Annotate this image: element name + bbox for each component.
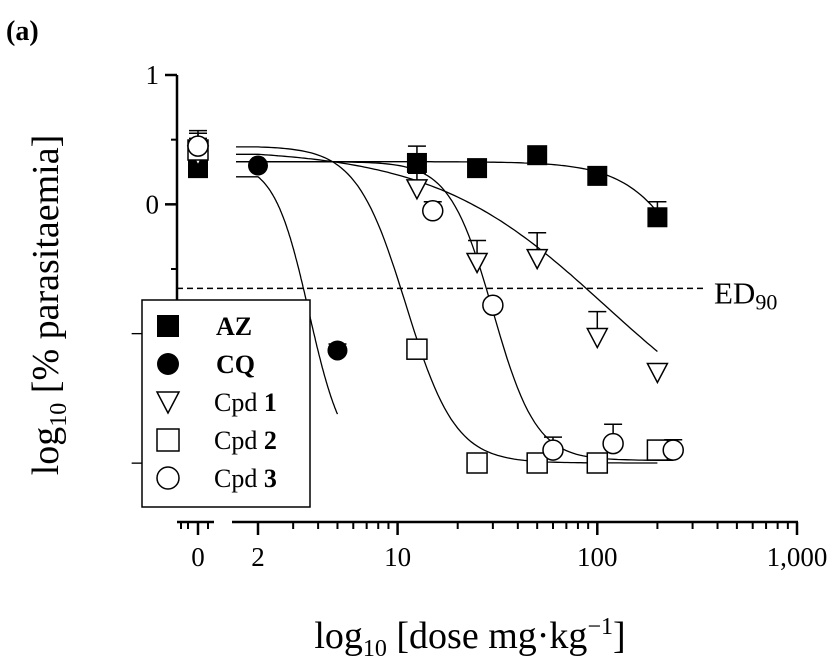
point-cpd-3 — [187, 135, 209, 157]
point-cpd-3 — [422, 200, 444, 222]
x-tick-label: 0 — [191, 542, 205, 572]
panel-label: (a) — [6, 16, 39, 47]
point-az — [587, 165, 608, 186]
x-tick-label: 10 — [384, 542, 411, 572]
x-axis-title-main: log — [314, 615, 363, 657]
legend-label-cpd-3: Cpd 3 — [214, 464, 277, 493]
x-tick-label: 100 — [577, 542, 618, 572]
legend-label-bold: CQ — [216, 350, 255, 379]
point-cpd-1 — [465, 252, 489, 275]
legend-marker-az — [157, 315, 179, 337]
point-cpd-1 — [646, 362, 669, 385]
reference-line-group: ED90 — [177, 275, 777, 314]
point-cpd-1 — [405, 179, 429, 201]
ed90-label: ED90 — [714, 275, 777, 314]
legend-label-cq: CQ — [216, 350, 255, 379]
fit-curve-cpd-1 — [236, 153, 658, 352]
y-axis-title-sub: 10 — [46, 403, 72, 427]
legend-label-cpd-2: Cpd 2 — [214, 426, 277, 455]
y-axis-title: log10 [% parasitaemia] — [25, 135, 72, 476]
point-cpd-3 — [602, 432, 624, 455]
legend-label-bold: 3 — [264, 464, 277, 493]
legend-label-az: AZ — [216, 312, 252, 341]
y-tick-label: 1 — [146, 60, 160, 90]
point-cpd-2 — [466, 452, 488, 474]
ed90-label-sub: 90 — [755, 289, 777, 314]
point-cpd-2 — [406, 338, 428, 360]
x-axis-title-close: ] — [613, 615, 626, 657]
legend-label-prefix: Cpd — [214, 464, 264, 493]
point-cpd-3 — [662, 439, 684, 461]
point-cpd-2 — [586, 452, 609, 474]
x-axis-title-sub: 10 — [363, 636, 387, 658]
x-tick-label: 1,000 — [767, 542, 828, 572]
legend-label-bold: 2 — [264, 426, 277, 455]
legend-label-prefix: Cpd — [214, 388, 264, 417]
x-tick-label: 2 — [251, 542, 265, 572]
legend-marker-cpd-3 — [156, 466, 180, 490]
point-cpd-3 — [482, 294, 504, 316]
point-az — [406, 152, 427, 173]
legend-marker-cpd-2 — [156, 428, 180, 452]
legend-marker-cpd-1 — [155, 391, 181, 415]
legend-label-bold: 1 — [264, 388, 277, 417]
legend-marker-cq — [157, 353, 179, 375]
point-cpd-1 — [525, 248, 549, 271]
point-cq — [248, 155, 268, 176]
point-cq — [327, 340, 348, 361]
y-axis-title-rest: [% parasitaemia] — [25, 135, 67, 403]
point-az — [527, 145, 548, 166]
legend-label-cpd-1: Cpd 1 — [214, 388, 277, 417]
x-axis-title-rest: [dose mg·kg — [387, 615, 588, 657]
y-axis-title-main: log — [25, 427, 67, 476]
x-axis-title: log10 [dose mg·kg−1] — [314, 614, 625, 658]
point-az — [467, 158, 488, 179]
x-axis-title-sup: −1 — [587, 614, 613, 640]
data-marks — [186, 129, 684, 474]
point-cpd-1 — [586, 327, 609, 350]
y-tick-label: 0 — [146, 189, 160, 219]
point-cpd-2 — [526, 452, 548, 474]
point-cpd-3 — [542, 439, 564, 461]
legend-label-prefix: Cpd — [214, 426, 264, 455]
ed90-label-main: ED — [714, 275, 755, 310]
point-az — [647, 207, 668, 228]
legend-label-bold: AZ — [216, 312, 252, 341]
fit-curve-cq — [236, 176, 339, 415]
